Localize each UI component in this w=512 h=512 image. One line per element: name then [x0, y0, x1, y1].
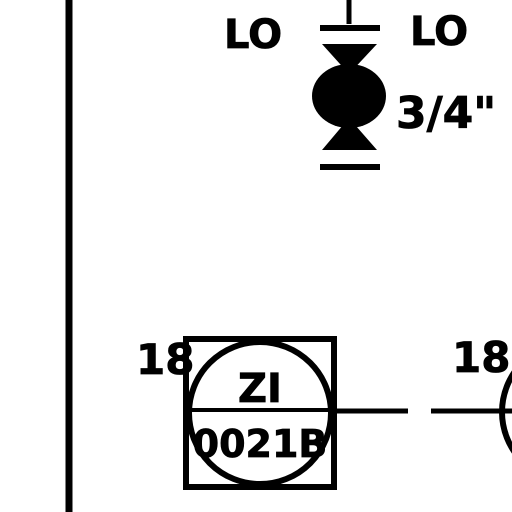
- right-instrument-partial: 18: [452, 333, 512, 454]
- valve-left-tag: LO: [224, 12, 282, 58]
- instrument-bubble: [186, 339, 334, 487]
- valve-size-label: 3/4": [396, 88, 496, 139]
- instrument-left-number: 18: [136, 335, 194, 384]
- right-instrument-number: 18: [452, 333, 510, 382]
- valve-lower-bowtie: [322, 118, 377, 150]
- valve-body-icon: [312, 64, 386, 128]
- valve-assembly: LO LO 3/4": [224, 0, 497, 170]
- instrument-loop-number: 0021B: [193, 422, 328, 466]
- instrument-symbol: ZI 0021B 18: [136, 335, 337, 490]
- valve-right-tag: LO: [410, 9, 468, 55]
- instrument-function-label: ZI: [238, 366, 282, 412]
- valve-upper-bowtie: [322, 44, 377, 74]
- right-instrument-bubble: [499, 370, 512, 454]
